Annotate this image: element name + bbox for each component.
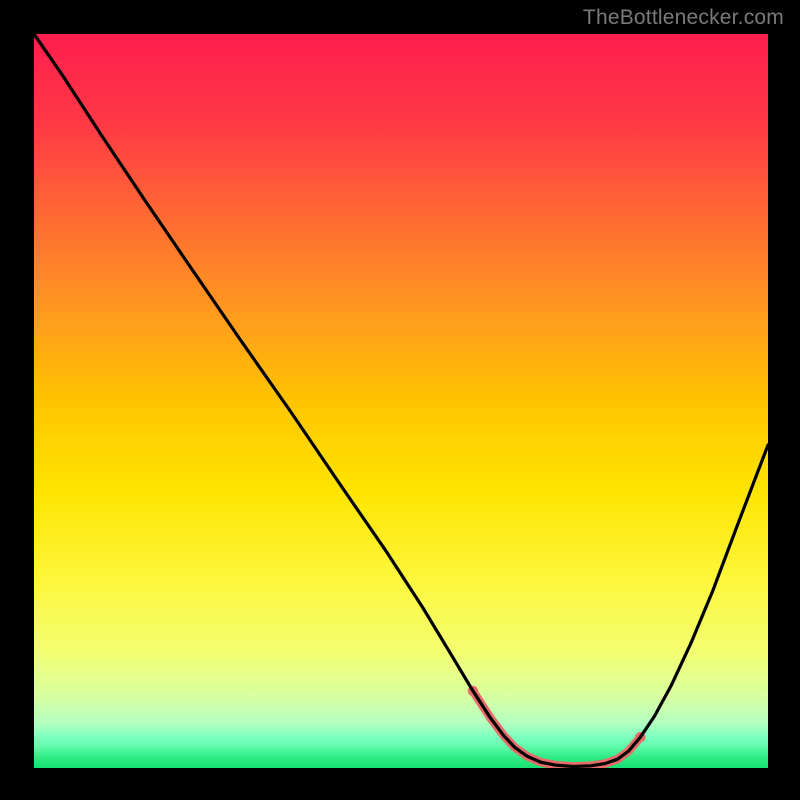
bottleneck-chart <box>34 34 768 768</box>
chart-svg <box>34 34 768 768</box>
watermark-label: TheBottlenecker.com <box>583 6 784 30</box>
gradient-background <box>34 34 768 768</box>
